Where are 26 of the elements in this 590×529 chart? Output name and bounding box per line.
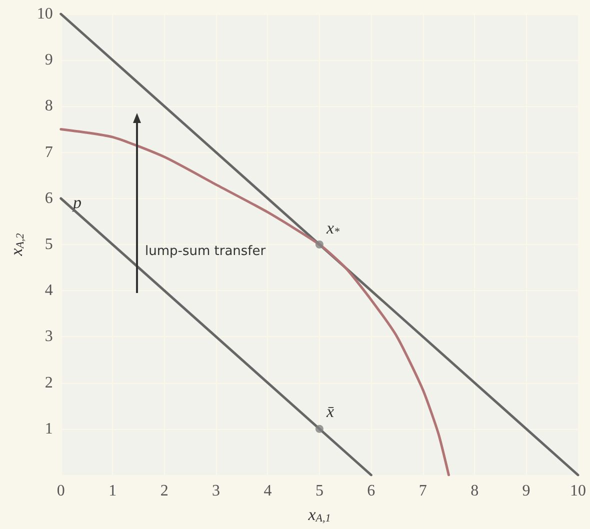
- x-tick-label: 1: [108, 482, 117, 500]
- x-tick-label: 3: [212, 482, 220, 500]
- x-tick-label: 10: [570, 482, 586, 500]
- y-tick-label: 9: [44, 52, 53, 69]
- y-tick-label: 1: [44, 420, 53, 438]
- y-tick-label: 6: [44, 190, 53, 207]
- y-tick-label: 2: [44, 374, 53, 392]
- x-tick-label: 9: [522, 482, 530, 500]
- annotation: x*: [325, 218, 340, 238]
- y-tick-label: 4: [44, 282, 53, 300]
- annotation: lump-sum transfer: [145, 244, 266, 259]
- y-tick-label: 3: [44, 328, 53, 346]
- annotation: x̄: [325, 402, 334, 421]
- line-series: [60, 128, 450, 476]
- x-tick-label: 4: [264, 482, 272, 500]
- y-axis-title: xA,2: [7, 232, 26, 257]
- x-tick-label: 6: [367, 482, 376, 500]
- y-tick-label: 7: [44, 144, 53, 161]
- y-tick-label: 5: [44, 236, 53, 253]
- x-tick-label: 5: [315, 482, 324, 500]
- x-tick-label: 7: [418, 482, 427, 500]
- y-tick-label: 8: [44, 98, 53, 115]
- y-tick-label: 10: [36, 6, 53, 22]
- x-tick-label: 2: [160, 482, 168, 500]
- x-tick-label: 0: [56, 482, 65, 500]
- x-tick-label: 8: [470, 482, 479, 500]
